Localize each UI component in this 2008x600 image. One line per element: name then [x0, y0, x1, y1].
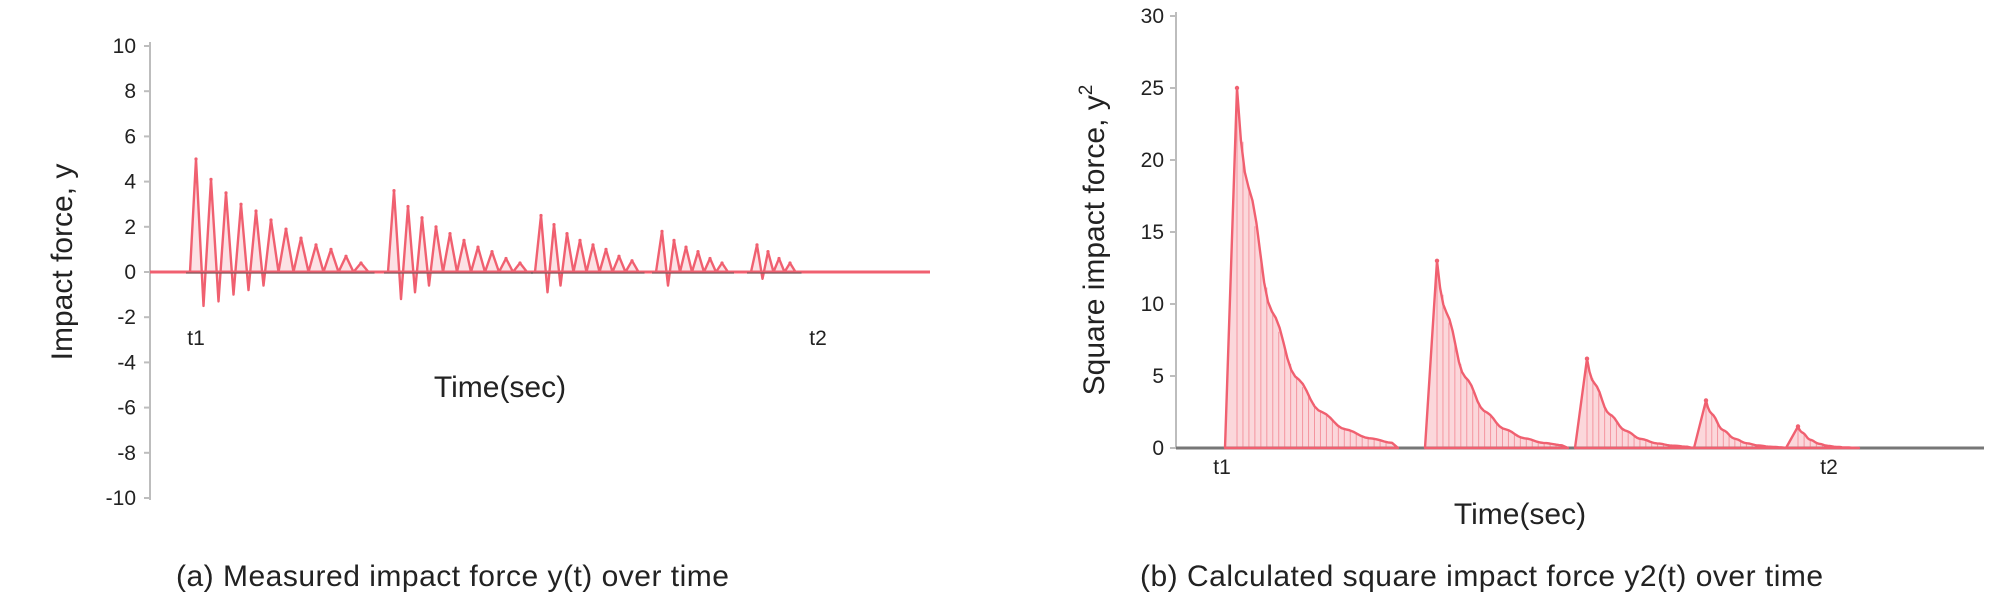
- peak-point-a: [434, 225, 438, 229]
- peak-point-a: [239, 202, 243, 206]
- burst-a-4: [654, 230, 734, 287]
- axes-a: 10 8 6 4 2 0 -2 -4 -6 -8 -10: [106, 35, 930, 510]
- burst-a-5: [749, 243, 802, 280]
- pulse-b-4: [1692, 399, 1789, 450]
- peak-point-a: [269, 218, 273, 222]
- x-axis-title-b: Time(sec): [1454, 498, 1586, 531]
- labels-b: t1 t2 Time(sec) Square impact force, y2: [1076, 85, 1838, 531]
- peak-point-a: [299, 236, 303, 240]
- peak-point-a: [254, 209, 258, 213]
- y-tick-label-a: 2: [124, 216, 136, 239]
- burst-a-3: [533, 214, 645, 294]
- labels-a: t1 t2 Time(sec) Impact force, y: [46, 164, 827, 404]
- chart-panel-a: 10 8 6 4 2 0 -2 -4 -6 -8 -10 t1 t2 Time(sec) Impact f…: [46, 35, 930, 593]
- y-tick-label-b: 25: [1141, 77, 1164, 100]
- y-tick-label-b: 15: [1141, 221, 1164, 244]
- y-axis-title-b: Square impact force, y2: [1076, 85, 1111, 396]
- pulse-b-2: [1423, 259, 1570, 450]
- t2-marker-b: t2: [1820, 456, 1838, 479]
- series-b: [1223, 85, 1861, 450]
- t1-marker-b: t1: [1213, 456, 1231, 479]
- peak-point-a: [660, 229, 664, 233]
- peak-point-b: [1434, 258, 1440, 263]
- pulse-b-1: [1223, 86, 1400, 450]
- burst-a-1: [188, 157, 375, 308]
- y-tick-label-a: 0: [124, 261, 136, 284]
- square-impact-force-chart: 30 25 20 15 10 5 0 t1 t2 Time(sec) Square impact …: [1076, 5, 1984, 531]
- peak-point-b: [1795, 424, 1801, 429]
- y-axis-title-group-b: Square impact force, y2: [1076, 85, 1111, 396]
- y-tick-label-b: 5: [1152, 365, 1164, 388]
- y-tick-label-a: -2: [117, 306, 136, 329]
- peak-point-a: [672, 238, 676, 242]
- peak-point-a: [209, 177, 213, 181]
- peak-point-a: [359, 261, 363, 265]
- peak-point-a: [684, 245, 688, 249]
- burst-a-2: [386, 189, 533, 301]
- peak-point-a: [578, 238, 582, 242]
- peak-point-a: [392, 189, 396, 193]
- peak-point-a: [284, 227, 288, 231]
- y-tick-label-b: 30: [1141, 5, 1164, 28]
- y-tick-label-b: 20: [1141, 149, 1164, 172]
- y-tick-label-a: -10: [106, 487, 136, 510]
- peak-point-a: [194, 157, 198, 161]
- peak-point-a: [476, 245, 480, 249]
- y-tick-label-a: 8: [124, 80, 136, 103]
- series-a: [186, 157, 802, 308]
- y-tick-label-a: 10: [113, 35, 136, 58]
- peak-point-a: [504, 256, 508, 261]
- peak-point-a: [420, 216, 424, 220]
- y-tick-label-b: 10: [1141, 293, 1164, 316]
- y-axis-title-superscript-b: 2: [1076, 85, 1097, 96]
- y-axis-title-text-b: Square impact force, y: [1078, 95, 1111, 395]
- peak-point-a: [462, 238, 466, 242]
- peak-point-a: [539, 213, 543, 218]
- peak-point-a: [518, 261, 522, 265]
- peak-point-a: [708, 256, 712, 261]
- peak-point-a: [788, 261, 792, 265]
- peak-point-b: [1703, 398, 1709, 403]
- peak-point-a: [406, 204, 410, 209]
- peak-point-a: [490, 250, 494, 254]
- y-tick-label-a: -6: [117, 397, 136, 420]
- peak-point-a: [755, 243, 759, 247]
- peak-point-a: [329, 247, 333, 251]
- caption-b: (b) Calculated square impact force y2(t)…: [1140, 560, 1824, 593]
- peak-point-a: [552, 222, 556, 227]
- y-tick-label-a: -8: [117, 442, 136, 465]
- x-axis-title-a: Time(sec): [434, 371, 566, 404]
- peak-point-a: [314, 243, 318, 247]
- y-tick-label-a: 4: [124, 171, 136, 194]
- y-tick-label-a: -4: [117, 351, 136, 374]
- peak-point-a: [344, 254, 348, 258]
- peak-point-a: [766, 250, 770, 254]
- peak-point-a: [604, 247, 608, 251]
- peak-point-a: [720, 261, 724, 265]
- peak-point-a: [777, 256, 781, 261]
- impact-force-chart: 10 8 6 4 2 0 -2 -4 -6 -8 -10 t1 t2 Time(sec) Impact f…: [46, 35, 930, 510]
- y-tick-label-b: 0: [1152, 437, 1164, 460]
- peak-point-a: [591, 243, 595, 247]
- peak-point-b: [1584, 356, 1590, 361]
- peak-point-a: [630, 259, 634, 263]
- peak-point-a: [617, 254, 621, 258]
- peak-point-a: [224, 191, 228, 195]
- t2-marker-a: t2: [809, 327, 827, 350]
- y-tick-label-a: 6: [124, 125, 136, 148]
- peak-point-a: [696, 250, 700, 254]
- y-axis-title-a: Impact force, y: [46, 164, 79, 361]
- chart-panel-b: 30 25 20 15 10 5 0 t1 t2 Time(sec) Square impact …: [1004, 0, 2008, 600]
- t1-marker-a: t1: [187, 327, 205, 350]
- peak-point-a: [565, 231, 569, 236]
- peak-point-a: [448, 231, 452, 236]
- peak-point-b: [1234, 85, 1240, 91]
- caption-a: (a) Measured impact force y(t) over time: [176, 560, 730, 593]
